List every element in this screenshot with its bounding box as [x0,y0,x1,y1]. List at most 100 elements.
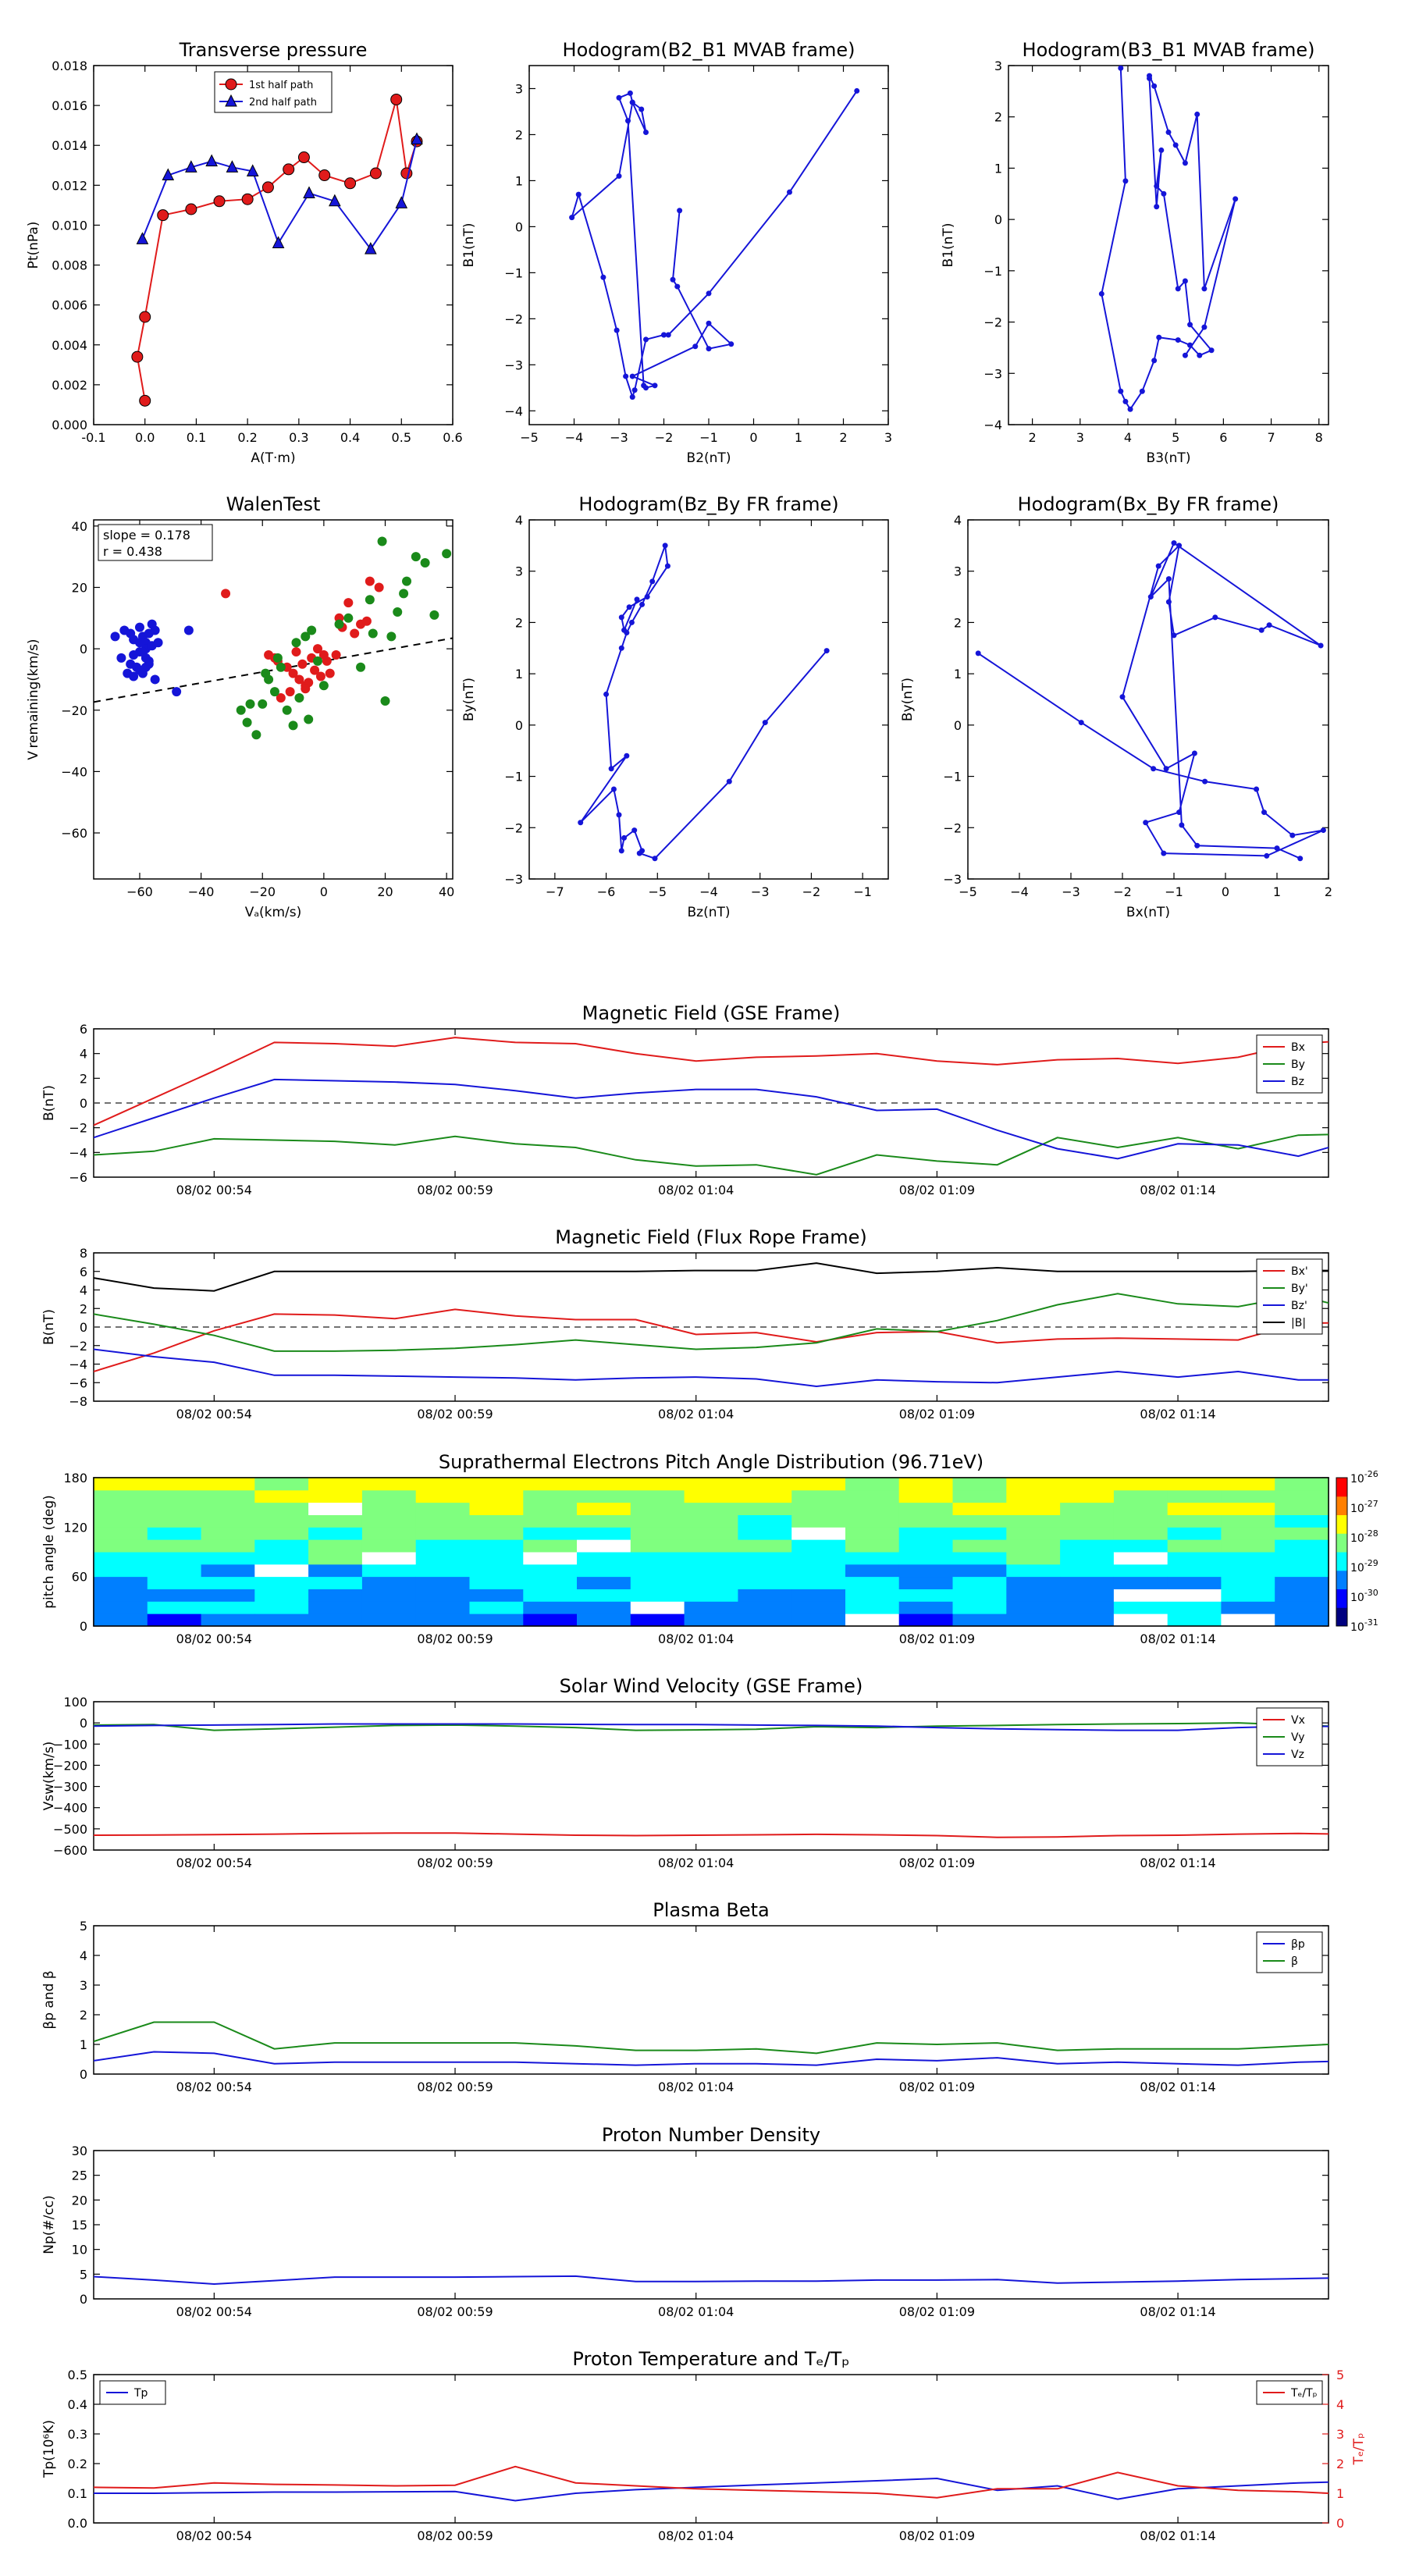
hodogram-bz-by-panel: Hodogram(Bz_By FR frame) −7 −6 −5 −4 −3 −2 −1 −3… [461,493,889,920]
mag-fr-ytick-label: −8 [69,1394,87,1409]
pitch-angle-cell [1113,1489,1168,1503]
pitch-angle-cell [469,1539,524,1553]
proton-temperature-xtick-label: 08/02 01:14 [1140,2528,1215,2543]
proton-density-plot-area [94,2275,1329,2286]
hodogram-b3-b1-marker-B3_B1 [1122,178,1129,184]
pitch-angle-cell [1275,1478,1329,1491]
hodogram-b2-b1-marker-B2_B1 [706,346,712,352]
transverse-pressure-marker-2nd half path [411,132,423,145]
walen-test-point-blue [183,625,194,635]
hodogram-bz-by-marker-Bz_By [726,778,732,785]
walen-test-point-green [258,699,268,709]
mag-fr-legend-label: By' [1291,1283,1308,1295]
hodogram-b3-b1-xtick-label: 7 [1267,430,1275,445]
mag-fr-xtick-label: 08/02 01:14 [1140,1407,1215,1421]
solar-wind-ytick-label: −100 [53,1737,87,1752]
pitch-angle-colorbar-label: 10-28 [1350,1528,1378,1545]
hodogram-bz-by-marker-Bz_By [626,604,632,610]
pitch-angle-cell [1275,1527,1329,1540]
mag-fr-series-|B| [94,1262,1329,1292]
pitch-angle-cell [94,1478,148,1491]
transverse-pressure-marker-1st half path [185,203,197,215]
pitch-angle-cell [469,1601,524,1614]
hodogram-b2-b1-ytick-label: −1 [504,265,523,280]
mag-fr-ytick-label: −6 [69,1375,87,1390]
walen-test-point-green [377,536,387,546]
hodogram-b3-b1-marker-B3_B1 [1139,388,1145,394]
pitch-angle-cell [523,1576,578,1589]
hodogram-bx-by-ytick-label: 2 [954,615,962,630]
pitch-angle-cell [684,1502,738,1515]
pitch-angle-cell [254,1539,309,1553]
pitch-angle-colorbar-label: 10-26 [1350,1469,1378,1485]
transverse-pressure-marker-2nd half path [365,241,377,254]
solar-wind-ytick-label: −300 [53,1780,87,1795]
pitch-angle-cell [201,1514,255,1528]
pitch-angle-colorbar-segment [1336,1533,1347,1553]
pitch-angle-cell [201,1489,255,1503]
pitch-angle-cell [845,1614,900,1626]
hodogram-b3-b1-marker-B3_B1 [1197,352,1203,358]
proton-temperature-xtick-label: 08/02 00:59 [417,2528,493,2543]
plasma-beta-xtick-label: 08/02 00:59 [417,2080,493,2094]
pitch-angle-cell [254,1527,309,1540]
pitch-angle-cell [684,1478,738,1491]
pitch-angle-cell [1167,1489,1222,1503]
pitch-angle-cell [898,1589,953,1602]
walen-test-point-red [315,671,325,681]
mag-gse-ytick-label: 0 [80,1096,87,1111]
pitch-angle-cell [147,1576,202,1589]
pitch-angle-cell [469,1527,524,1540]
pitch-angle-cell [1221,1514,1275,1528]
pitch-angle-cell [1006,1576,1061,1589]
walen-test-point-green [402,576,412,586]
walen-test-plot-area [94,536,453,740]
pitch-angle-cell [147,1527,202,1540]
pitch-angle-cell [791,1502,846,1515]
solar-wind-xtick-label: 08/02 01:09 [899,1856,975,1870]
pitch-angle-cell [523,1601,578,1614]
pitch-angle-cell [952,1514,1007,1528]
hodogram-bz-by-marker-Bz_By [823,648,830,654]
proton-density-ytick-label: 0 [80,2292,87,2307]
hodogram-bz-by-marker-Bz_By [649,578,656,585]
pitch-angle-cell [898,1502,953,1515]
pitch-angle-cell [469,1589,524,1602]
pitch-angle-cell [684,1564,738,1578]
plasma-beta-ytick-label: 1 [80,2037,87,2052]
pitch-angle-colorbar-label: 10-29 [1350,1558,1378,1574]
pitch-angle-cell [577,1478,631,1491]
hodogram-bx-by-marker-Bx_By [1171,540,1177,546]
hodogram-bx-by-marker-Bx_By [1155,563,1161,569]
pitch-angle-cell [469,1564,524,1578]
pitch-angle-cell [361,1589,417,1602]
mag-gse-xtick-label: 08/02 01:09 [899,1183,975,1197]
pitch-angle-cell [791,1576,846,1589]
walen-test-point-green [334,619,344,629]
pitch-angle-colorbar-segment [1336,1607,1347,1627]
proton-density-series-Np [94,2275,1329,2286]
hodogram-b2-b1-marker-B2_B1 [631,387,638,393]
pitch-angle-cell [361,1527,417,1540]
pitch-angle-cell [898,1527,953,1540]
pitch-angle-cell [94,1539,148,1553]
hodogram-bz-by-marker-Bz_By [644,594,650,600]
pitch-angle-cell [898,1614,953,1626]
pitch-angle-cell [738,1502,792,1515]
pitch-angle-cell [952,1502,1007,1515]
hodogram-b2-b1-ytick-label: 3 [515,81,523,96]
walen-test-point-green [307,625,317,635]
pitch-angle-cell [308,1564,363,1578]
plasma-beta-series-β [94,2021,1329,2055]
hodogram-bx-by-plot-area [975,540,1326,862]
hodogram-b2-b1-xlabel: B2(nT) [687,450,731,466]
mag-fr-plot-area [94,1262,1329,1388]
hodogram-b2-b1-xtick-label: 3 [884,430,892,445]
pitch-angle-panel: Suprathermal Electrons Pitch Angle Distr… [41,1451,1378,1646]
hodogram-b2-b1-xtick-label: 2 [839,430,847,445]
hodogram-bx-by-marker-Bx_By [1163,766,1169,772]
hodogram-b3-b1-marker-B3_B1 [1175,286,1181,292]
hodogram-b3-b1-marker-B3_B1 [1187,342,1193,348]
hodogram-bx-by-marker-Bx_By [1266,622,1272,628]
transverse-pressure-marker-1st half path [390,93,403,105]
